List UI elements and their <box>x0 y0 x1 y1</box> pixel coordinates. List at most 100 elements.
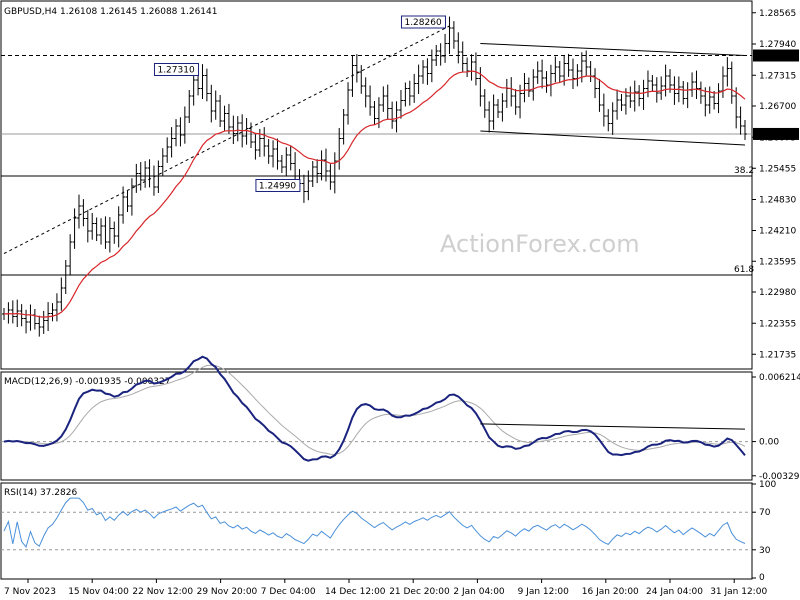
price-bar <box>615 89 620 120</box>
price-bar <box>496 99 500 118</box>
price-bar <box>262 127 267 157</box>
price-bar <box>606 109 611 132</box>
macd-line <box>3 355 746 462</box>
price-bar <box>456 32 461 64</box>
price-bar <box>597 78 602 112</box>
price-bar <box>54 293 59 322</box>
macd-header: MACD(12,26,9) -0.001935 -0.000327 <box>4 377 170 387</box>
macd-signal-line <box>3 364 746 455</box>
price-layer: 38.2 61.8 1.28260 1.27310 1.24990 <box>1 15 754 337</box>
price-bar <box>323 148 328 182</box>
price-bar <box>275 138 280 170</box>
price-bar <box>473 52 478 86</box>
x-axis-tick-label: 15 Nov 04:00 <box>68 587 129 597</box>
price-bar <box>182 106 187 144</box>
price-bar <box>346 82 351 125</box>
x-axis-tick-label: 22 Nov 12:00 <box>132 587 193 597</box>
price-bar <box>85 209 90 243</box>
macd-axis-tick-label: -0.003292 <box>759 472 800 482</box>
price-tag: 1.27710 <box>753 49 799 62</box>
price-bar <box>147 159 152 188</box>
price-axis-tick-label: 1.27940 <box>759 40 796 50</box>
price-bar <box>350 55 355 97</box>
price-bar <box>244 118 249 145</box>
price-header: GBPUSD,H4 1.26108 1.26145 1.26088 1.2614… <box>4 7 217 17</box>
price-bar <box>712 91 717 110</box>
macd-panel-border <box>0 371 753 481</box>
price-bar <box>398 90 403 119</box>
price-bar <box>500 93 505 122</box>
price-bar <box>716 83 721 114</box>
channel-lower-line <box>480 130 746 146</box>
price-panel-border <box>0 0 753 370</box>
price-bar <box>372 101 377 125</box>
rsi-panel-border <box>0 482 753 580</box>
price-bar <box>513 89 518 115</box>
price-bar <box>174 119 179 147</box>
price-bar <box>553 56 558 83</box>
annotation-label: 1.24990 <box>259 182 296 192</box>
price-axis-tick-label: 1.24210 <box>759 227 796 237</box>
price-bar <box>271 140 276 168</box>
price-bar <box>738 106 743 135</box>
annotation-box <box>400 15 446 29</box>
annotation-label: 1.28260 <box>404 18 441 28</box>
price-bar <box>443 33 448 63</box>
price-bar <box>284 147 289 177</box>
price-bar <box>226 103 231 134</box>
price-axis-tick-label: 1.26700 <box>759 102 796 112</box>
price-bar <box>310 161 315 187</box>
price-bar <box>222 105 227 131</box>
rsi-axis-tick-label: 100 <box>759 480 776 490</box>
x-axis-tick-label: 7 Nov 2023 <box>4 587 56 597</box>
price-bar <box>557 61 562 82</box>
price-bar <box>68 234 73 276</box>
macd-axis-tick-label: 0.006214 <box>759 373 800 383</box>
x-axis-tick-label: 21 Dec 20:00 <box>389 587 450 597</box>
price-bar <box>169 127 174 158</box>
price-bar <box>187 90 192 123</box>
price-bar <box>112 221 117 244</box>
x-axis-tick-label: 9 Jan 12:00 <box>518 587 570 597</box>
price-bar <box>41 310 46 334</box>
price-bar <box>487 101 492 133</box>
fib-level-label: 38.2 <box>734 166 754 176</box>
macd-trendline <box>480 423 746 430</box>
price-bar <box>209 84 214 123</box>
price-bar <box>610 102 615 135</box>
x-axis-tick-label: 31 Jan 12:00 <box>710 587 767 597</box>
price-bar <box>63 260 68 294</box>
price-bar <box>632 80 637 112</box>
price-bar <box>641 79 646 110</box>
price-axis-tick-label: 1.28565 <box>759 9 796 19</box>
price-bar <box>628 86 633 108</box>
x-axis-tick-label: 16 Jan 20:00 <box>582 587 639 597</box>
price-bar <box>663 64 668 97</box>
price-bar <box>231 115 236 144</box>
rising-trendline <box>3 25 450 254</box>
price-bar <box>103 216 108 249</box>
price-bar <box>121 186 126 224</box>
price-bar <box>544 71 549 93</box>
price-bar <box>134 163 139 193</box>
price-bar <box>601 93 606 127</box>
price-bar <box>37 315 42 337</box>
price-bar <box>328 164 333 190</box>
price-annotation: 1.27310 <box>153 63 199 76</box>
price-axis-tick-label: 1.22355 <box>759 319 796 329</box>
price-bar <box>253 134 258 160</box>
price-bar <box>650 75 655 91</box>
price-bar <box>165 137 170 163</box>
price-bar <box>368 85 373 116</box>
price-bar <box>407 80 412 106</box>
price-bar <box>540 59 545 89</box>
price-bar <box>429 49 434 83</box>
x-axis-tick-label: 24 Jan 04:00 <box>646 587 703 597</box>
price-bar <box>363 77 368 108</box>
price-tag-box <box>753 127 799 140</box>
price-bar <box>729 61 734 104</box>
rsi-line <box>3 497 746 549</box>
